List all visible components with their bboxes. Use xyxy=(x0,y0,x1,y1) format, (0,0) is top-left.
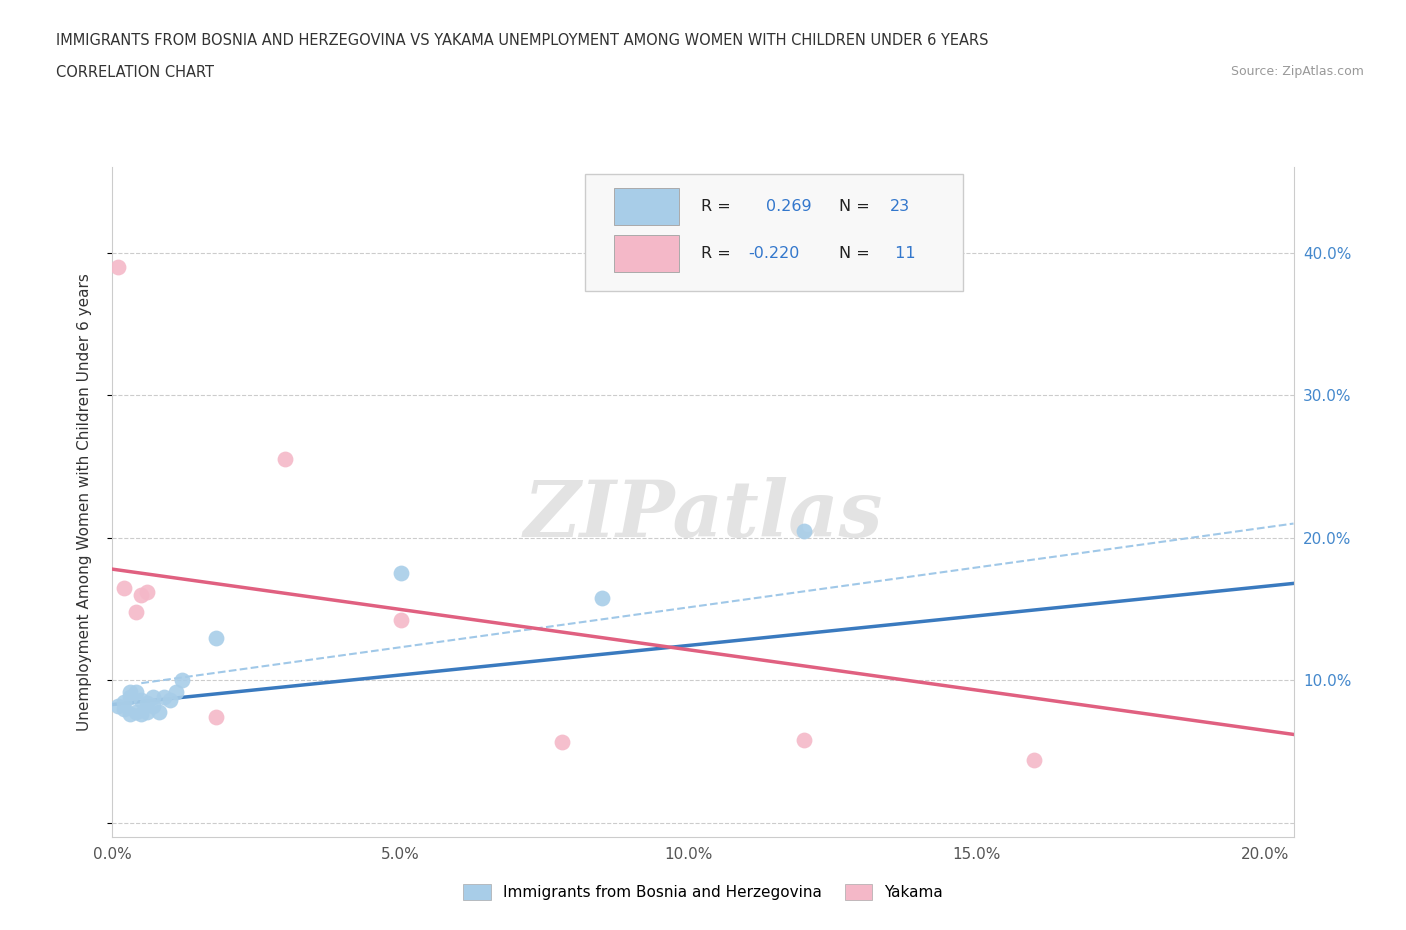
Point xyxy=(124,684,146,699)
Text: 0.269: 0.269 xyxy=(766,199,811,214)
Point xyxy=(124,604,146,619)
Point xyxy=(159,693,181,708)
Point xyxy=(165,684,187,699)
Text: R =: R = xyxy=(700,246,735,260)
Text: R =: R = xyxy=(700,199,735,214)
Point xyxy=(107,698,129,713)
Point xyxy=(136,704,159,719)
Text: -0.220: -0.220 xyxy=(748,246,799,260)
Point xyxy=(793,733,815,748)
Point xyxy=(129,707,152,722)
FancyBboxPatch shape xyxy=(585,174,963,291)
Point xyxy=(389,566,412,581)
Text: N =: N = xyxy=(839,246,875,260)
Text: 11: 11 xyxy=(890,246,915,260)
Point xyxy=(112,701,135,716)
Point xyxy=(205,631,228,645)
Point xyxy=(107,259,129,274)
Text: CORRELATION CHART: CORRELATION CHART xyxy=(56,65,214,80)
Point xyxy=(136,585,159,600)
Text: N =: N = xyxy=(839,199,875,214)
Text: Source: ZipAtlas.com: Source: ZipAtlas.com xyxy=(1230,65,1364,78)
Point xyxy=(551,734,574,749)
Point xyxy=(274,452,297,467)
Point xyxy=(170,672,193,687)
Point xyxy=(136,696,159,711)
Text: 23: 23 xyxy=(890,199,910,214)
Text: ZIPatlas: ZIPatlas xyxy=(523,477,883,554)
Point xyxy=(112,580,135,595)
Point xyxy=(793,524,815,538)
Point xyxy=(591,591,613,605)
Legend: Immigrants from Bosnia and Herzegovina, Yakama: Immigrants from Bosnia and Herzegovina, … xyxy=(457,878,949,907)
Point xyxy=(1024,752,1046,767)
Point xyxy=(389,613,412,628)
Point xyxy=(129,693,152,708)
Point xyxy=(142,698,165,713)
Point xyxy=(153,690,176,705)
FancyBboxPatch shape xyxy=(614,234,679,272)
Point xyxy=(148,704,170,719)
Point xyxy=(118,684,141,699)
Point xyxy=(129,588,152,603)
Y-axis label: Unemployment Among Women with Children Under 6 years: Unemployment Among Women with Children U… xyxy=(77,273,91,731)
Point xyxy=(118,707,141,722)
Point xyxy=(142,690,165,705)
Point xyxy=(205,710,228,724)
Point xyxy=(118,690,141,705)
Point xyxy=(112,694,135,709)
Point xyxy=(124,704,146,719)
FancyBboxPatch shape xyxy=(614,188,679,225)
Text: IMMIGRANTS FROM BOSNIA AND HERZEGOVINA VS YAKAMA UNEMPLOYMENT AMONG WOMEN WITH C: IMMIGRANTS FROM BOSNIA AND HERZEGOVINA V… xyxy=(56,33,988,47)
